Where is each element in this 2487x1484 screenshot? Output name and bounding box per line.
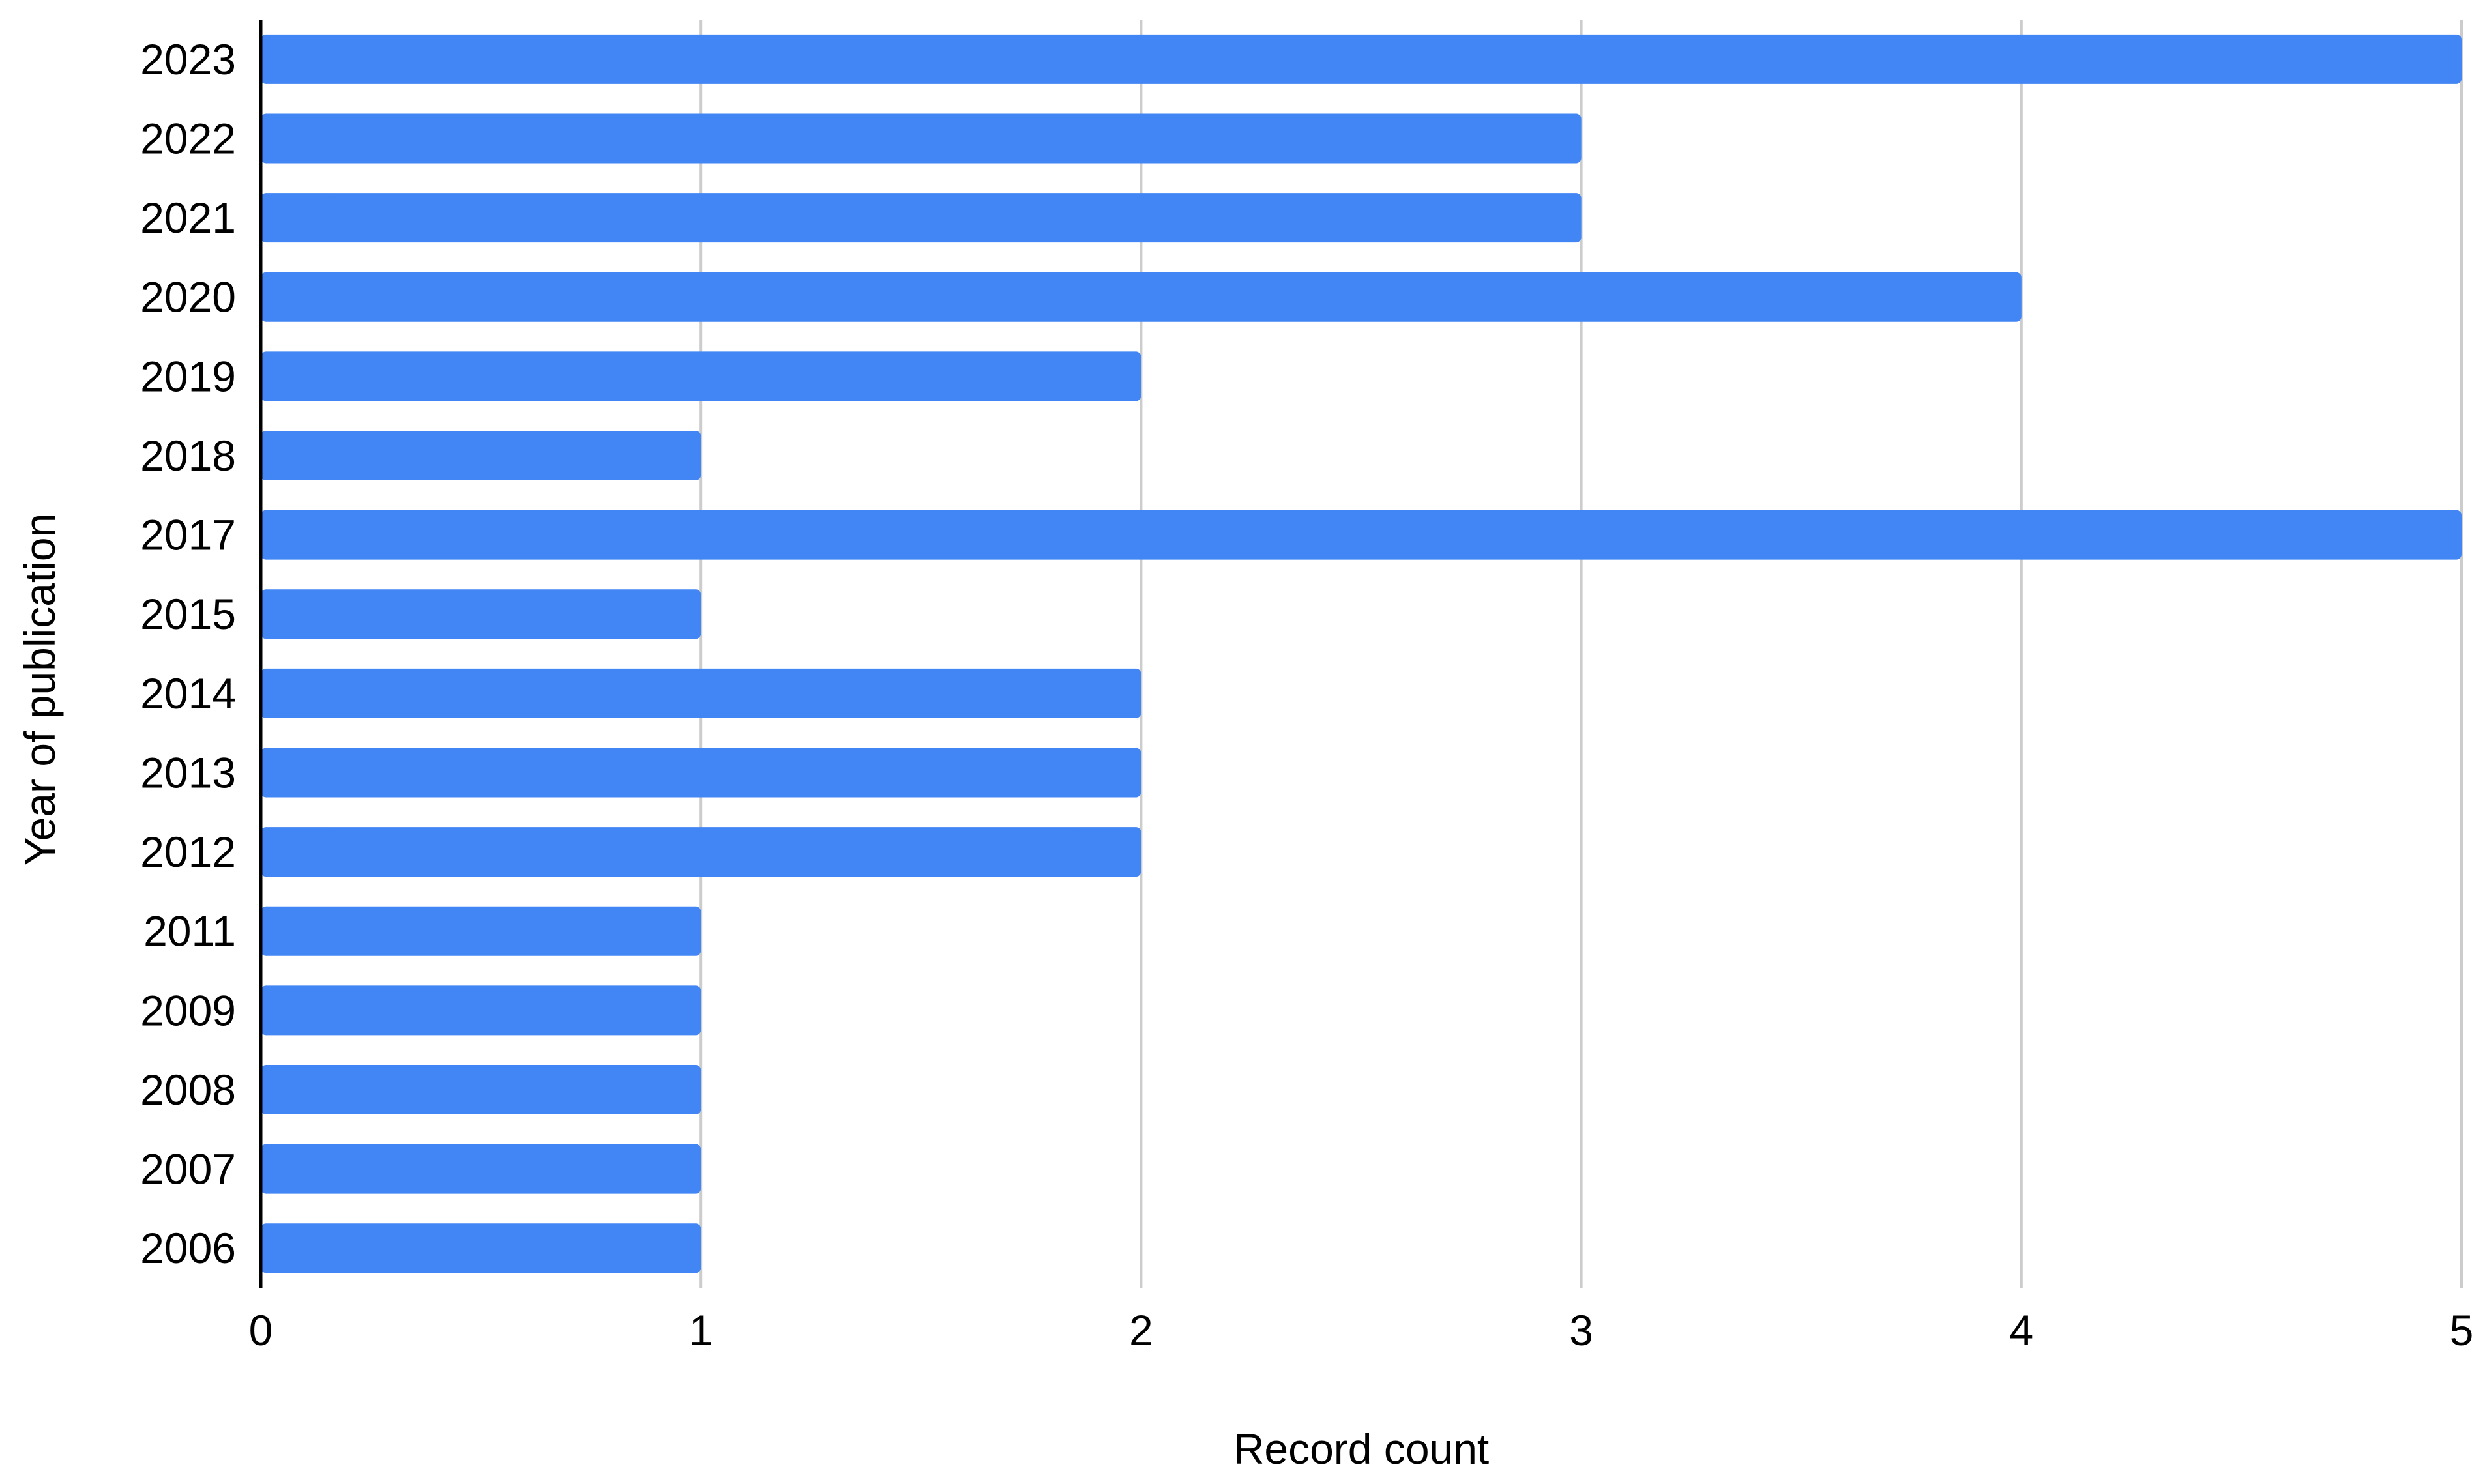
y-tick-label: 2023 [140,35,236,83]
y-tick-label: 2012 [140,828,236,876]
y-tick-label: 2022 [140,114,236,162]
bar [261,351,1141,401]
bar [261,906,701,956]
y-tick-label: 2017 [140,511,236,559]
bar [261,193,1582,243]
bar [261,748,1141,798]
bar [261,113,1582,164]
y-tick-label: 2007 [140,1145,236,1193]
bar [261,1064,701,1114]
y-tick-label: 2013 [140,748,236,796]
y-tick-label: 2021 [140,194,236,242]
y-tick-label: 2011 [143,907,236,955]
x-tick-label: 5 [2450,1306,2474,1354]
bar [261,1223,701,1273]
y-tick-label: 2019 [140,352,236,400]
x-axis-title: Record count [1233,1425,1490,1473]
bar [261,668,1141,718]
bar [261,272,2022,322]
y-tick-label: 2006 [140,1224,236,1272]
x-tick-label: 0 [249,1306,273,1354]
bars [261,34,2462,1273]
y-tick-label: 2020 [140,273,236,321]
bar [261,1144,701,1194]
bar [261,985,701,1036]
bar [261,34,2462,84]
y-tick-label: 2009 [140,986,236,1034]
y-tick-label: 2014 [140,669,236,718]
bar [261,430,701,480]
bar [261,827,1141,877]
x-tick-labels: 0 1 2 3 4 5 [249,1306,2474,1354]
x-tick-label: 4 [2009,1306,2033,1354]
x-tick-label: 1 [689,1306,713,1354]
y-axis-title: Year of publication [16,514,64,866]
x-tick-label: 3 [1569,1306,1593,1354]
bar [261,589,701,639]
y-tick-label: 2018 [140,431,236,480]
y-tick-label: 2015 [140,590,236,638]
y-tick-label: 2008 [140,1066,236,1114]
y-tick-labels: 2023 2022 2021 2020 2019 2018 2017 2015 2014 2013… [140,35,236,1272]
x-tick-label: 2 [1129,1306,1153,1354]
bar [261,510,2462,560]
